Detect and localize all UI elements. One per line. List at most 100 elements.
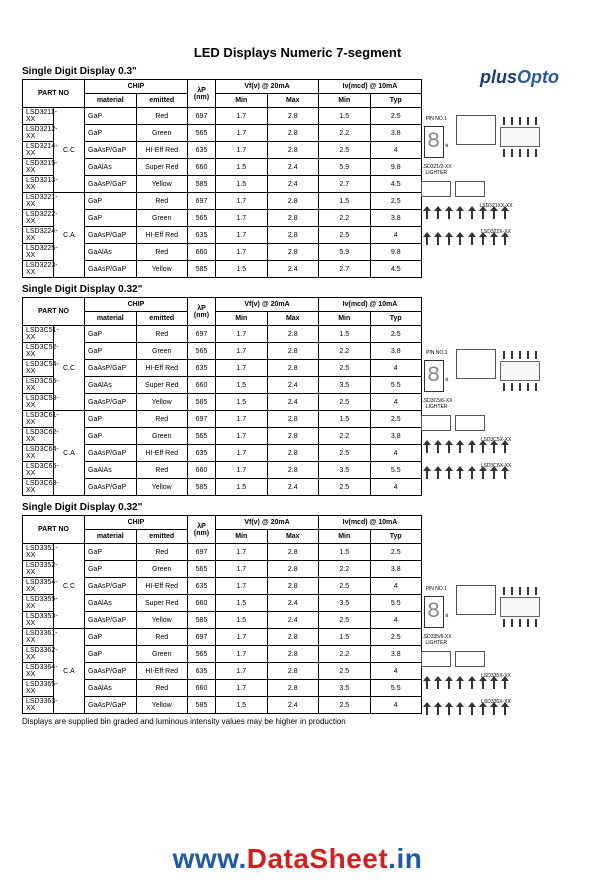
cell-partno: LSD3C62-XX: [23, 428, 54, 445]
cell-vfmin: 1.7: [216, 646, 268, 663]
table-row: LSD3C51-XXC.CGaPRed6971.72.81.52.5: [23, 326, 422, 343]
hdr-vf: Vf(v) @ 20mA: [216, 80, 319, 94]
cell-ivtyp: 2.5: [370, 193, 422, 210]
cell-wavelength: 697: [188, 326, 216, 343]
cell-emitted: Red: [136, 193, 188, 210]
hdr-wavelength: λP (nm): [188, 80, 216, 108]
cell-wavelength: 585: [188, 176, 216, 193]
cell-ivtyp: 4.5: [370, 176, 422, 193]
cell-vfmax: 2.8: [267, 663, 319, 680]
cell-vfmax: 2.8: [267, 445, 319, 462]
cell-vfmin: 1.7: [216, 462, 268, 479]
spec-section: Single Digit Display 0.32"PART NOCHIPλP …: [22, 502, 422, 714]
hdr-vf: Vf(v) @ 20mA: [216, 516, 319, 530]
hdr-min: Min: [319, 94, 371, 108]
cell-vfmin: 1.7: [216, 629, 268, 646]
cell-partno: LSD3224-XX: [23, 227, 54, 244]
cell-material: GaP: [85, 108, 137, 125]
cell-ivtyp: 4.5: [370, 261, 422, 278]
cell-vfmax: 2.4: [267, 595, 319, 612]
cell-wavelength: 660: [188, 595, 216, 612]
cell-vfmax: 2.8: [267, 343, 319, 360]
cell-emitted: Red: [136, 544, 188, 561]
cell-wavelength: 635: [188, 663, 216, 680]
cell-vfmin: 1.7: [216, 544, 268, 561]
cell-cc: C.C: [54, 108, 85, 193]
cell-vfmin: 1.7: [216, 428, 268, 445]
cell-wavelength: 565: [188, 125, 216, 142]
cell-emitted: Super Red: [136, 595, 188, 612]
table-row: LSD3351-XXC.CGaPRed6971.72.81.52.5: [23, 544, 422, 561]
cell-partno: LSD3C51-XX: [23, 326, 54, 343]
cell-wavelength: 660: [188, 377, 216, 394]
cell-emitted: HI-Eff Red: [136, 142, 188, 159]
diagram-group-1: PIN NO.1 LSD321/2-XXLIGHTER LSD321XX-XX …: [421, 115, 571, 247]
cell-partno: LSD3213-XX: [23, 176, 54, 193]
cell-partno: LSD3361-XX: [23, 629, 54, 646]
cell-emitted: Green: [136, 343, 188, 360]
cell-vfmin: 1.7: [216, 125, 268, 142]
cell-partno: LSD3C63-XX: [23, 479, 54, 496]
cell-material: GaP: [85, 561, 137, 578]
hdr-emitted: emitted: [136, 312, 188, 326]
spec-section: Single Digit Display 0.32"PART NOCHIPλP …: [22, 284, 422, 496]
watermark: www.DataSheet.in: [0, 843, 595, 875]
cell-vfmin: 1.7: [216, 663, 268, 680]
cell-ivmin: 2.5: [319, 445, 371, 462]
circuit-icon: [421, 211, 511, 219]
cell-emitted: HI-Eff Red: [136, 360, 188, 377]
cell-partno: LSD3211-XX: [23, 108, 54, 125]
pin-side-icon: [500, 115, 540, 159]
cell-ivtyp: 4: [370, 394, 422, 411]
hdr-partno: PART NO: [23, 80, 85, 108]
cell-wavelength: 585: [188, 394, 216, 411]
cell-vfmin: 1.5: [216, 697, 268, 714]
hdr-wavelength: λP (nm): [188, 298, 216, 326]
cell-material: GaP: [85, 210, 137, 227]
cell-ivmin: 2.5: [319, 697, 371, 714]
cell-vfmax: 2.8: [267, 125, 319, 142]
cell-ivmin: 5.9: [319, 244, 371, 261]
cell-wavelength: 635: [188, 227, 216, 244]
table-row: LSD3211-XXC.CGaPRed6971.72.81.52.5: [23, 108, 422, 125]
cell-vfmax: 2.8: [267, 544, 319, 561]
cell-vfmin: 1.5: [216, 377, 268, 394]
cell-vfmin: 1.7: [216, 227, 268, 244]
cell-emitted: Red: [136, 244, 188, 261]
cell-ivmin: 2.5: [319, 578, 371, 595]
pin-side-icon: [500, 349, 540, 393]
hdr-material: material: [85, 312, 137, 326]
cell-material: GaAsP/GaP: [85, 612, 137, 629]
cell-wavelength: 585: [188, 479, 216, 496]
footnote: Displays are supplied bin graded and lum…: [22, 717, 595, 726]
hdr-material: material: [85, 530, 137, 544]
cell-partno: LSD3215-XX: [23, 159, 54, 176]
cell-ivtyp: 5.5: [370, 462, 422, 479]
cell-vfmin: 1.5: [216, 159, 268, 176]
cell-emitted: Green: [136, 125, 188, 142]
cell-ivtyp: 3.8: [370, 646, 422, 663]
cell-vfmin: 1.7: [216, 343, 268, 360]
cell-vfmax: 2.8: [267, 142, 319, 159]
hdr-max: Max: [267, 530, 319, 544]
hdr-iv: Iv(mcd) @ 10mA: [319, 298, 422, 312]
cell-material: GaAsP/GaP: [85, 479, 137, 496]
circuit-icon: [421, 237, 511, 245]
cell-ivtyp: 2.5: [370, 411, 422, 428]
hdr-max: Max: [267, 312, 319, 326]
cell-vfmax: 2.8: [267, 360, 319, 377]
cell-vfmin: 1.7: [216, 680, 268, 697]
cell-ivtyp: 9.8: [370, 159, 422, 176]
cell-ivmin: 2.5: [319, 612, 371, 629]
cell-partno: LSD3C55-XX: [23, 377, 54, 394]
cell-ivtyp: 5.5: [370, 377, 422, 394]
cell-vfmax: 2.4: [267, 697, 319, 714]
cell-wavelength: 565: [188, 210, 216, 227]
seven-segment-icon: PIN NO.1 LSD3C5/6-XXLIGHTER: [421, 349, 452, 411]
cell-ivmin: 1.5: [319, 193, 371, 210]
cell-ivmin: 1.5: [319, 108, 371, 125]
page-title: LED Displays Numeric 7-segment: [0, 45, 595, 60]
cell-vfmin: 1.7: [216, 142, 268, 159]
cell-material: GaAlAs: [85, 244, 137, 261]
dim-box-icon: [456, 115, 496, 145]
